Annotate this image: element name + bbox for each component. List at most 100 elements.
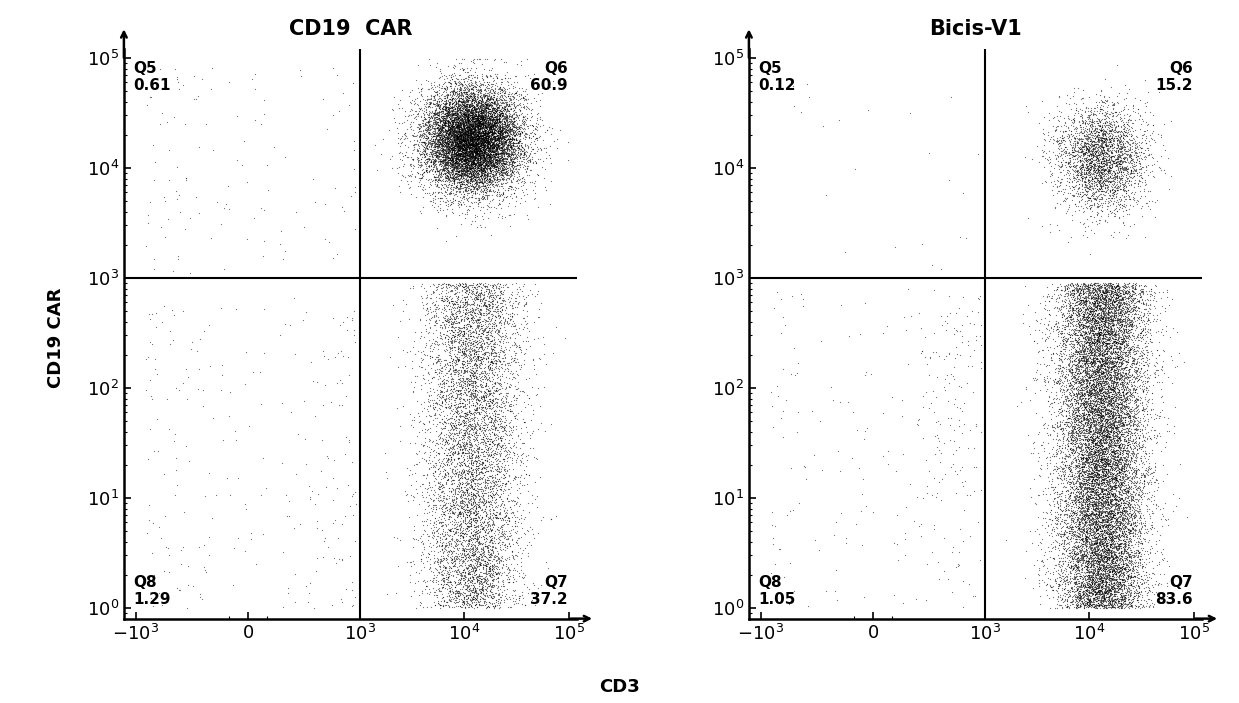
Point: [1068, 179, 1088, 190]
Point: [1078, 387, 1098, 398]
Point: [1119, 324, 1139, 335]
Point: [1088, 465, 1108, 476]
Point: [1072, 491, 1092, 502]
Point: [1100, 176, 1120, 187]
Point: [1048, 467, 1068, 478]
Point: [472, 118, 492, 129]
Point: [1072, 440, 1092, 451]
Point: [1100, 368, 1120, 380]
Point: [1087, 382, 1106, 394]
Point: [1080, 331, 1100, 342]
Point: [1098, 518, 1118, 529]
Point: [440, 536, 460, 547]
Point: [452, 114, 472, 125]
Point: [451, 108, 471, 119]
Point: [1072, 126, 1092, 137]
Point: [1118, 427, 1137, 439]
Point: [1108, 441, 1127, 453]
Point: [1079, 494, 1099, 505]
Point: [473, 446, 493, 457]
Point: [476, 102, 496, 113]
Point: [1095, 490, 1115, 501]
Point: [1094, 308, 1114, 319]
Point: [1100, 519, 1120, 530]
Point: [486, 385, 506, 396]
Point: [1099, 297, 1119, 309]
Point: [1092, 385, 1111, 396]
Point: [1080, 297, 1100, 309]
Point: [446, 121, 466, 132]
Point: [456, 303, 476, 314]
Point: [1109, 405, 1129, 416]
Point: [1085, 595, 1105, 607]
Point: [1077, 307, 1097, 318]
Point: [436, 101, 456, 112]
Point: [420, 136, 440, 148]
Point: [1111, 445, 1131, 456]
Point: [1056, 580, 1075, 591]
Point: [1070, 583, 1090, 595]
Point: [465, 101, 484, 112]
Point: [1043, 536, 1063, 548]
Point: [491, 84, 510, 95]
Point: [1078, 498, 1098, 509]
Point: [488, 572, 508, 583]
Point: [1126, 536, 1146, 548]
Point: [432, 157, 452, 168]
Point: [487, 138, 507, 150]
Point: [473, 433, 493, 444]
Point: [420, 106, 440, 117]
Point: [1072, 485, 1092, 496]
Point: [1106, 107, 1126, 118]
Point: [1113, 512, 1132, 523]
Point: [1083, 305, 1103, 316]
Point: [1046, 535, 1066, 546]
Point: [447, 392, 467, 403]
Point: [1098, 94, 1118, 105]
Point: [489, 419, 509, 430]
Point: [436, 556, 456, 567]
Point: [498, 150, 518, 162]
Point: [1105, 511, 1125, 522]
Point: [463, 573, 483, 584]
Point: [440, 327, 460, 338]
Point: [441, 133, 461, 144]
Point: [430, 132, 450, 143]
Point: [517, 147, 536, 158]
Point: [461, 378, 481, 389]
Point: [466, 565, 486, 576]
Point: [395, 105, 415, 117]
Point: [1080, 416, 1100, 427]
Point: [1116, 382, 1136, 393]
Point: [479, 148, 499, 159]
Point: [1104, 453, 1124, 465]
Point: [451, 393, 471, 404]
Point: [1061, 501, 1080, 512]
Point: [1111, 479, 1131, 491]
Point: [481, 154, 501, 165]
Point: [1098, 175, 1118, 186]
Point: [1037, 153, 1057, 165]
Point: [1092, 387, 1111, 398]
Point: [1094, 174, 1114, 186]
Point: [455, 403, 475, 414]
Point: [457, 460, 477, 472]
Point: [425, 112, 445, 123]
Point: [1106, 106, 1126, 117]
Point: [442, 134, 462, 146]
Point: [424, 470, 444, 482]
Point: [491, 125, 510, 136]
Point: [444, 417, 463, 428]
Point: [1141, 579, 1161, 591]
Point: [427, 278, 447, 289]
Point: [1035, 375, 1054, 387]
Point: [455, 139, 475, 150]
Point: [1097, 460, 1116, 472]
Point: [426, 148, 446, 160]
Point: [1069, 590, 1089, 601]
Point: [167, 71, 187, 82]
Point: [1095, 158, 1115, 169]
Point: [445, 582, 465, 593]
Point: [1104, 283, 1124, 295]
Point: [1115, 444, 1135, 456]
